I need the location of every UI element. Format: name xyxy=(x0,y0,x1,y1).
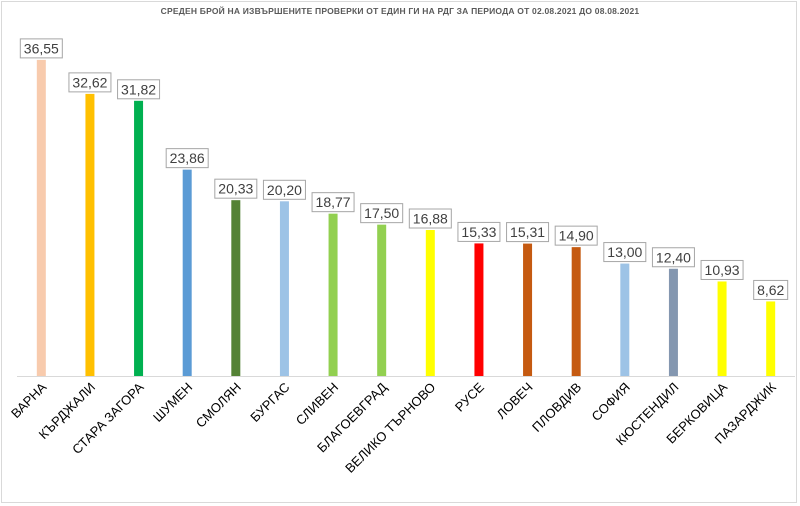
data-label-box-2 xyxy=(68,72,112,93)
data-label-box-9 xyxy=(408,208,452,229)
data-label-box-15 xyxy=(700,259,744,280)
data-label-box-8 xyxy=(360,203,404,224)
category-label-11: ЛОВЕЧ xyxy=(494,380,536,422)
data-label-box-7 xyxy=(311,192,355,213)
data-label-box-16 xyxy=(753,279,789,300)
bar-10 xyxy=(474,243,484,376)
data-labels-group: 36,55 32,62 31,82 23,86 20,33 20,20 18,77 17,50… xyxy=(19,38,789,300)
data-label-box-5 xyxy=(214,178,258,199)
category-label-9: ВЕЛИКО ТЪРНОВО xyxy=(342,380,438,476)
category-label-13: СОФИЯ xyxy=(588,380,632,424)
data-label-7: 18,77 xyxy=(316,194,351,210)
data-label-10: 15,33 xyxy=(461,224,496,240)
data-label-14: 12,40 xyxy=(656,249,691,265)
data-label-box-6 xyxy=(262,179,306,200)
data-label-1: 36,55 xyxy=(24,40,59,56)
data-label-box-13 xyxy=(603,242,647,263)
bar-12 xyxy=(571,247,581,376)
data-label-16: 8,62 xyxy=(757,282,784,298)
data-label-8: 17,50 xyxy=(364,205,399,221)
data-label-box-14 xyxy=(651,247,695,268)
data-label-11: 15,31 xyxy=(510,224,545,240)
data-label-2: 32,62 xyxy=(72,74,107,90)
bar-1 xyxy=(36,59,46,376)
category-label-7: СЛИВЕН xyxy=(293,380,341,428)
category-label-6: БУРГАС xyxy=(247,380,292,425)
data-label-3: 31,82 xyxy=(121,81,156,97)
category-label-5: СМОЛЯН xyxy=(193,380,244,431)
category-label-4: ШУМЕН xyxy=(150,380,195,425)
data-label-12: 14,90 xyxy=(559,228,594,244)
data-label-13: 13,00 xyxy=(607,244,642,260)
data-label-4: 23,86 xyxy=(170,150,205,166)
bar-11 xyxy=(523,243,533,376)
data-label-6: 20,20 xyxy=(267,182,302,198)
data-label-box-12 xyxy=(554,225,598,246)
bars-group xyxy=(36,59,776,377)
bar-16 xyxy=(766,301,776,376)
data-label-box-10 xyxy=(457,221,501,242)
bar-14 xyxy=(668,268,678,376)
chart-title: СРЕДЕН БРОЙ НА ИЗВЪРШЕНИТЕ ПРОВЕРКИ ОТ Е… xyxy=(160,6,640,16)
bar-3 xyxy=(134,100,144,377)
category-label-1: ВАРНА xyxy=(8,379,50,421)
bar-5 xyxy=(231,200,241,376)
data-label-box-1 xyxy=(19,38,63,59)
category-label-10: РУСЕ xyxy=(452,379,487,414)
bar-9 xyxy=(425,230,435,376)
data-label-15: 10,93 xyxy=(705,262,740,278)
data-label-box-11 xyxy=(506,222,550,243)
bar-4 xyxy=(182,169,192,376)
category-label-12: ПЛОВДИВ xyxy=(529,380,584,435)
bar-6 xyxy=(279,201,289,376)
bar-13 xyxy=(620,263,630,376)
bar-8 xyxy=(377,224,387,376)
bar-7 xyxy=(328,213,338,376)
data-label-box-3 xyxy=(117,79,161,100)
data-label-9: 16,88 xyxy=(413,211,448,227)
bar-15 xyxy=(717,281,727,376)
bar-2 xyxy=(85,93,95,377)
data-label-5: 20,33 xyxy=(218,181,253,197)
data-label-box-4 xyxy=(165,148,209,169)
